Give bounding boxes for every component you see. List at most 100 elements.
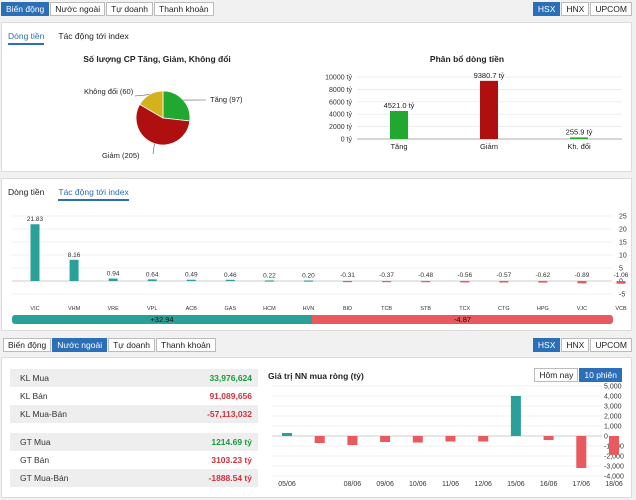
foreign-row-gt-mua: GT Mua 1214.69 tỷ	[10, 433, 258, 451]
money-ytick-label: 6000 tỷ	[329, 99, 352, 106]
tab-thanh-khoan[interactable]: Thanh khoản	[154, 2, 214, 16]
impact-bar-BID[interactable]	[343, 281, 353, 283]
nn-ytick-label: 1,000	[604, 424, 622, 431]
impact-value-label-ACB: 0.49	[185, 272, 198, 279]
nn-bar-3[interactable]	[380, 436, 391, 442]
pie-slice-2[interactable]	[139, 90, 164, 119]
impact-bar-CTG[interactable]	[499, 281, 509, 283]
impact-value-label-HVN: 0.20	[302, 272, 315, 279]
row-value: -57,113,032	[207, 409, 252, 419]
impact-bar-HPG[interactable]	[538, 281, 548, 283]
pie-slice-0[interactable]	[162, 90, 191, 122]
impact-ytick-label: -5	[619, 292, 625, 299]
exchange-tab-upcom[interactable]: UPCOM	[590, 2, 632, 16]
impact-value-label-VHM: 8.16	[68, 252, 81, 259]
impact-bar-VRE[interactable]	[108, 278, 118, 281]
period-selector: Hôm nay 10 phiên	[534, 368, 623, 382]
nn-bar-2[interactable]	[347, 436, 358, 445]
nn-date-label: 12/06	[474, 481, 492, 488]
impact-bar-GAS[interactable]	[225, 279, 235, 282]
impact-bar-VJC[interactable]	[577, 281, 587, 284]
nn-bar-8[interactable]	[543, 436, 554, 440]
tab-thanh-khoan-2[interactable]: Thanh khoản	[156, 338, 216, 352]
period-today-button[interactable]: Hôm nay	[534, 368, 579, 382]
subtab-dong-tien[interactable]: Dòng tiền	[8, 31, 45, 45]
impact-value-label-GAS: 0.46	[224, 272, 237, 279]
nn-bar-1[interactable]	[314, 436, 325, 443]
tab-tu-doanh[interactable]: Tự doanh	[106, 2, 153, 16]
exchange-tab-hsx[interactable]: HSX	[532, 2, 561, 16]
money-category-label-2: Kh. đổi	[567, 142, 591, 151]
impact-ticker-label-VPL: VPL	[147, 306, 157, 311]
impact-ticker-label-TCX: TCX	[459, 306, 470, 311]
impact-bar-VPL[interactable]	[147, 279, 157, 281]
subtab-tac-dong[interactable]: Tác động tới index	[58, 31, 129, 41]
impact-value-label-HPG: -0.62	[535, 272, 550, 279]
view-tabs: Biến động Nước ngoài Tự doanh Thanh khoả…	[1, 2, 215, 16]
nn-date-label: 05/06	[278, 481, 296, 488]
money-ytick-label: 8000 tỷ	[329, 87, 352, 94]
foreign-row-kl-ban: KL Bán 91,089,656	[10, 387, 258, 405]
exchange-tab-hsx-2[interactable]: HSX	[532, 338, 561, 352]
nn-bar-6[interactable]	[478, 436, 489, 442]
subtab-dong-tien-2[interactable]: Dòng tiền	[8, 187, 45, 197]
impact-value-label-VIC: 21.83	[27, 216, 44, 223]
nn-date-label: 08/06	[344, 481, 362, 488]
nn-date-label: 17/06	[573, 481, 591, 488]
money-bar-2[interactable]	[570, 137, 588, 139]
nn-bar-5[interactable]	[445, 436, 456, 442]
impact-value-label-BID: -0.31	[340, 272, 355, 279]
row-label: GT Bán	[20, 455, 50, 465]
money-bar-0[interactable]	[390, 110, 408, 139]
pie-chart-title: Số lượng CP Tăng, Giảm, Không đổi	[83, 54, 231, 64]
positive-total-bar: +32.94	[12, 315, 312, 324]
impact-bar-ACB[interactable]	[186, 279, 196, 281]
impact-ticker-label-BID: BID	[343, 306, 352, 311]
exchange-tabs: HSX HNX UPCOM	[532, 2, 633, 16]
impact-ticker-label-HCM: HCM	[263, 306, 276, 311]
nn-date-label: 15/06	[507, 481, 525, 488]
nn-bar-0[interactable]	[282, 433, 292, 436]
exchange-tab-upcom-2[interactable]: UPCOM	[590, 338, 632, 352]
impact-bar-HCM[interactable]	[264, 280, 274, 282]
period-10-sessions-button[interactable]: 10 phiên	[579, 368, 622, 382]
row-value: 91,089,656	[209, 391, 252, 401]
nn-ytick-label: -4,000	[604, 474, 624, 481]
table-spacer	[10, 423, 258, 433]
impact-bar-VCB[interactable]	[616, 281, 626, 284]
pie-slice-1[interactable]	[135, 103, 191, 146]
tab-bien-dong-2[interactable]: Biến động	[3, 338, 52, 352]
nn-date-label: 09/06	[376, 481, 394, 488]
pie-leader-line-1	[152, 143, 155, 155]
flow-subtabs: Dòng tiền Tác động tới index	[8, 31, 129, 45]
impact-ytick-label: 20	[619, 227, 627, 234]
row-value: -1888.54 tỷ	[208, 473, 252, 483]
nn-date-label: 16/06	[540, 481, 558, 488]
nn-ytick-label: 4,000	[604, 394, 622, 401]
tab-nuoc-ngoai[interactable]: Nước ngoài	[50, 2, 106, 16]
nn-bar-4[interactable]	[412, 436, 423, 443]
impact-bar-TCX[interactable]	[460, 281, 470, 283]
foreign-trading-panel: KL Mua 33,976,624 KL Bán 91,089,656 KL M…	[1, 357, 632, 498]
nn-bar-7[interactable]	[510, 396, 521, 436]
tab-nuoc-ngoai-2[interactable]: Nước ngoài	[52, 338, 108, 352]
pie-label-1: Giảm (205)	[102, 151, 140, 160]
subtab-tac-dong-2[interactable]: Tác động tới index	[58, 187, 129, 201]
exchange-tab-hnx[interactable]: HNX	[561, 2, 590, 16]
impact-bar-HVN[interactable]	[303, 280, 313, 282]
money-bar-1[interactable]	[480, 80, 498, 139]
impact-ticker-label-ACB: ACB	[186, 306, 198, 311]
impact-bar-VIC[interactable]	[30, 224, 40, 281]
nn-ytick-label: 2,000	[604, 414, 622, 421]
impact-value-label-VPL: 0.64	[146, 271, 159, 278]
impact-bar-TCB[interactable]	[382, 281, 392, 283]
exchange-tab-hnx-2[interactable]: HNX	[561, 338, 590, 352]
tab-tu-doanh-2[interactable]: Tự doanh	[108, 338, 155, 352]
impact-bar-STB[interactable]	[421, 281, 431, 283]
impact-bar-VHM[interactable]	[69, 259, 79, 281]
nn-bar-10[interactable]	[609, 436, 619, 455]
nn-bar-9[interactable]	[576, 436, 587, 468]
tab-bien-dong[interactable]: Biến động	[1, 2, 50, 16]
impact-value-label-VCB: -1.06	[614, 272, 629, 279]
foreign-net-chart: -4,000-3,000-2,000-1,00001,0002,0003,000…	[272, 384, 624, 488]
